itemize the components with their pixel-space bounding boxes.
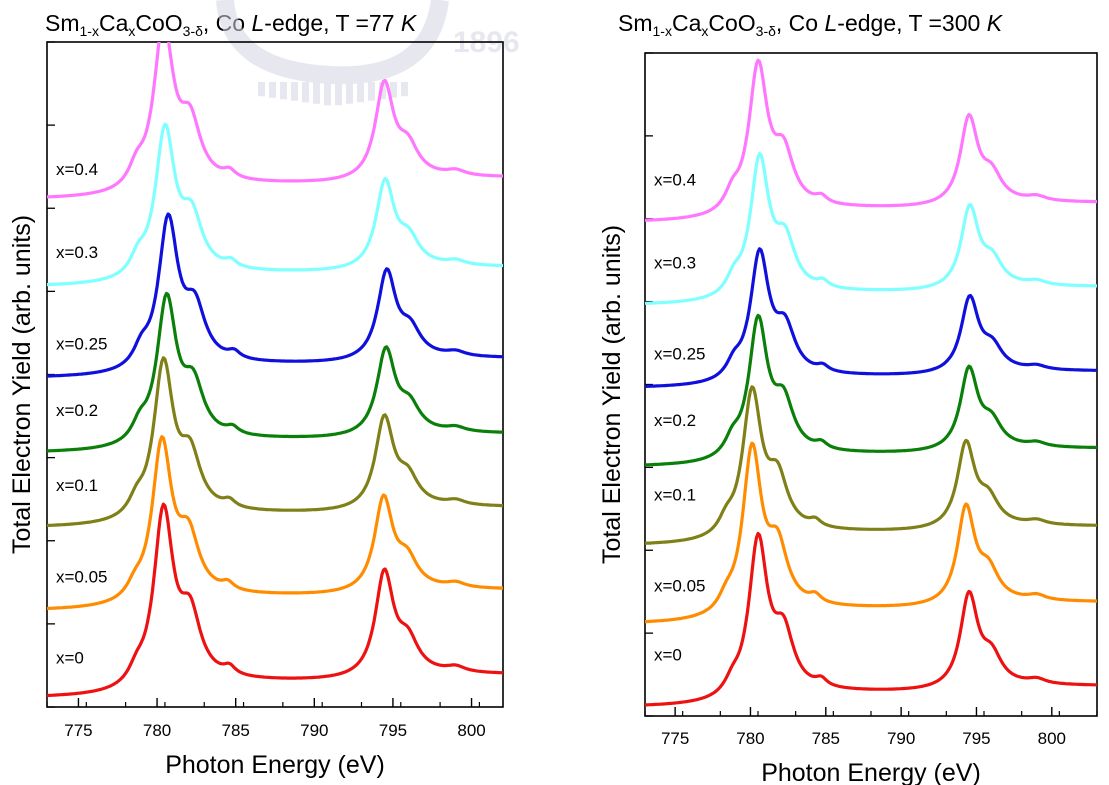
series-label: x=0.1	[654, 486, 696, 505]
series-label: x=0.05	[654, 577, 706, 596]
x-tick-label: 800	[1038, 729, 1066, 748]
series-line-x-0-05	[645, 441, 1097, 624]
x-tick-label: 800	[457, 721, 485, 740]
x-tick-label: 790	[887, 729, 915, 748]
x-tick-label: 790	[300, 721, 328, 740]
series-line-x-0-25	[47, 212, 503, 378]
x-tick-label: 785	[222, 721, 250, 740]
x-tick-label: 780	[143, 721, 171, 740]
series-line-x-0-4	[47, 42, 503, 199]
plot-frame	[644, 52, 1098, 717]
series-line-x-0-05	[47, 435, 503, 611]
y-axis-label: Total Electron Yield (arb. units)	[8, 215, 36, 554]
x-tick-label: 795	[379, 721, 407, 740]
series-label: x=0.4	[654, 171, 696, 190]
series-label: x=0.2	[654, 411, 696, 430]
x-tick-label: 775	[661, 729, 689, 748]
series-label: x=0	[56, 648, 84, 667]
series-line-x-0-25	[645, 247, 1097, 389]
series-line-x-0-1	[47, 356, 503, 528]
series-label: x=0.4	[56, 160, 98, 179]
y-axis-label: Total Electron Yield (arb. units)	[598, 225, 626, 564]
chart-panel-right: 775 780 785 790 795 800 Photon Energy (eV) Tota…	[598, 52, 1098, 785]
series-line-x-0-2	[645, 313, 1097, 467]
series-line-x-0-2	[47, 291, 503, 453]
x-axis-label: Photon Energy (eV)	[165, 751, 385, 779]
series-line-x-0	[645, 531, 1097, 707]
series-label: x=0.1	[56, 476, 98, 495]
series-line-x-0-3	[645, 152, 1097, 305]
x-tick-label: 775	[64, 721, 92, 740]
series-line-x-0-1	[645, 385, 1097, 545]
series-label: x=0.3	[56, 243, 98, 262]
series-label: x=0.25	[654, 345, 706, 364]
series-line-x-0-4	[645, 58, 1097, 222]
x-tick-label: 785	[812, 729, 840, 748]
chart-panel-left: 775 780 785 790 795 800 Photon Energy (eV) Tota…	[8, 41, 504, 779]
series-label: x=0.3	[654, 253, 696, 272]
x-tick-label: 795	[962, 729, 990, 748]
x-axis-label: Photon Energy (eV)	[761, 759, 981, 785]
watermark-logo: 1896	[216, 0, 520, 106]
series-label: x=0	[654, 645, 682, 664]
series-line-x-0-3	[47, 122, 503, 287]
plot-frame	[46, 41, 504, 708]
chart-title-right: Sm1-xCaxCoO3-δ, Co L-edge, T =300 K	[618, 10, 1003, 39]
x-tick-label: 780	[736, 729, 764, 748]
series-label: x=0.25	[56, 335, 108, 354]
series-line-x-0	[47, 502, 503, 698]
series-label: x=0.05	[56, 567, 108, 586]
series-label: x=0.2	[56, 401, 98, 420]
